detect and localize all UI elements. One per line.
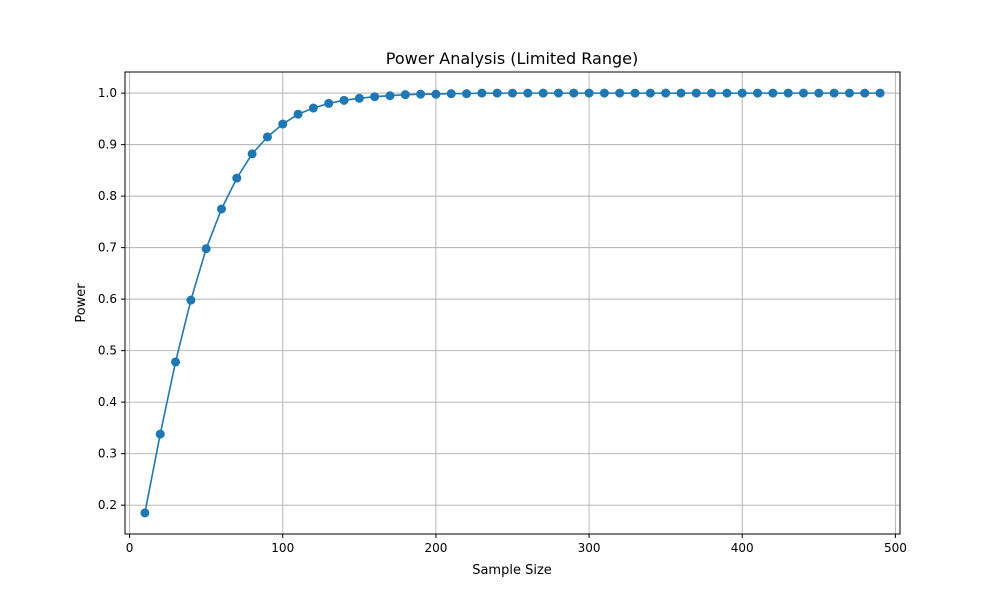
x-axis-label: Sample Size [472, 563, 552, 578]
y-tick-label: 0.7 [98, 241, 117, 255]
y-tick-label: 0.2 [98, 498, 117, 512]
data-point [201, 244, 211, 254]
data-point [416, 89, 426, 99]
x-tick-label: 300 [578, 541, 601, 555]
y-tick-label: 1.0 [98, 86, 117, 100]
data-point [385, 91, 395, 101]
data-point [523, 88, 533, 98]
data-point [645, 88, 655, 98]
data-point [171, 357, 181, 367]
data-point [462, 89, 472, 99]
data-point [155, 429, 165, 439]
chart-title: Power Analysis (Limited Range) [386, 49, 638, 68]
y-tick-label: 0.8 [98, 189, 117, 203]
data-point [844, 88, 854, 98]
data-point [492, 88, 502, 98]
data-point [599, 88, 609, 98]
data-point [446, 89, 456, 99]
y-tick-label: 0.6 [98, 292, 117, 306]
data-point [308, 103, 318, 113]
x-tick-label: 100 [271, 541, 294, 555]
data-point [829, 88, 839, 98]
data-point [477, 88, 487, 98]
data-point [753, 88, 763, 98]
data-point [354, 93, 364, 103]
data-point [584, 88, 594, 98]
data-point [293, 109, 303, 119]
data-point [676, 88, 686, 98]
data-point [431, 89, 441, 99]
data-point [538, 88, 548, 98]
data-point [508, 88, 517, 98]
data-point [814, 88, 824, 98]
data-point [262, 132, 272, 142]
data-point [247, 149, 257, 159]
y-axis-label: Power [74, 283, 89, 323]
data-point [339, 95, 349, 105]
data-point [324, 98, 334, 108]
data-point [186, 295, 196, 305]
grid [125, 72, 900, 534]
y-tick-label: 0.4 [98, 395, 117, 409]
y-tick-label: 0.9 [98, 138, 117, 152]
y-tick-label: 0.5 [98, 344, 117, 358]
data-point [661, 88, 671, 98]
data-point [232, 173, 242, 183]
data-point [783, 88, 793, 98]
data-point [875, 88, 885, 98]
axis-ticks: 0 100 200 300 400 500 0.2 0.3 0.4 0.5 0.6 0.7 0.8 0.9… [98, 86, 907, 555]
data-point [722, 88, 732, 98]
data-point [400, 90, 410, 100]
data-point [553, 88, 563, 98]
data-point [278, 119, 288, 129]
data-point [370, 92, 380, 102]
data-point [799, 88, 809, 98]
data-point [860, 88, 870, 98]
data-point [630, 88, 640, 98]
data-point [615, 88, 625, 98]
x-tick-label: 200 [424, 541, 447, 555]
x-tick-label: 400 [731, 541, 754, 555]
plot-frame [124, 71, 901, 535]
series-markers [140, 88, 885, 518]
data-point [140, 508, 150, 518]
x-tick-label: 500 [884, 541, 907, 555]
data-point [737, 88, 747, 98]
data-point [569, 88, 579, 98]
x-tick-label: 0 [126, 541, 134, 555]
data-point [216, 204, 226, 214]
data-point [768, 88, 778, 98]
data-point [691, 88, 701, 98]
data-point [707, 88, 717, 98]
y-tick-label: 0.3 [98, 447, 117, 461]
